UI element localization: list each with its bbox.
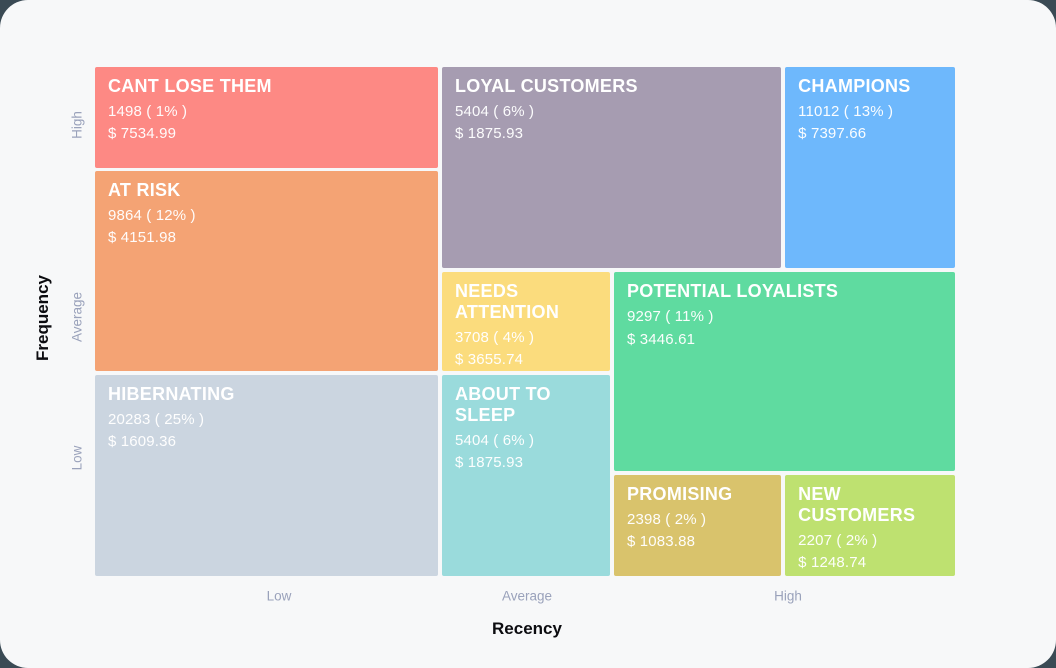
y-axis-title: Frequency [33, 275, 52, 361]
segment-title: CANT LOSE THEM [108, 76, 272, 96]
segment-new-customers[interactable]: NEW CUSTOMERS 2207 ( 2% ) $ 1248.74 [785, 474, 955, 576]
segment-monetary: $ 3655.74 [455, 351, 524, 369]
segment-cant-lose-them[interactable]: CANT LOSE THEM 1498 ( 1% ) $ 7534.99 [95, 67, 439, 169]
segment-needs-attention[interactable]: NEEDS ATTENTION 3708 ( 4% ) $ 3655.74 [442, 272, 611, 372]
segment-monetary: $ 1248.74 [798, 554, 867, 572]
segment-count: 11012 ( 13% ) [798, 102, 894, 120]
segment-monetary: $ 1609.36 [108, 433, 177, 451]
segment-monetary: $ 1083.88 [627, 533, 696, 551]
segment-count: 5404 ( 6% ) [455, 102, 535, 120]
segment-count: 9297 ( 11% ) [627, 308, 714, 325]
segment-title: NEW CUSTOMERS [798, 483, 916, 525]
segment-monetary: $ 4151.98 [108, 229, 177, 247]
segment-title: LOYAL CUSTOMERS [455, 76, 638, 96]
x-axis-title: Recency [492, 619, 562, 638]
segment-title: HIBERNATING [108, 383, 235, 404]
segment-promising[interactable]: PROMISING 2398 ( 2% ) $ 1083.88 [614, 474, 781, 576]
segment-at-risk[interactable]: AT RISK 9864 ( 12% ) $ 4151.98 [95, 171, 439, 372]
segment-title: CHAMPIONS [798, 76, 911, 96]
segment-about-to-sleep[interactable]: ABOUT TO SLEEP 5404 ( 6% ) $ 1875.93 [442, 374, 611, 576]
segment-hibernating[interactable]: HIBERNATING 20283 ( 25% ) $ 1609.36 [95, 374, 439, 576]
segment-title: PROMISING [627, 483, 733, 504]
segment-count: 2207 ( 2% ) [798, 531, 878, 549]
segment-monetary: $ 3446.61 [627, 330, 696, 348]
x-tick-high: High [774, 588, 802, 604]
segment-title: NEEDS ATTENTION [455, 281, 560, 322]
segment-count: 3708 ( 4% ) [455, 328, 535, 346]
x-tick-low: Low [266, 588, 292, 604]
segment-title: ABOUT TO SLEEP [455, 383, 551, 425]
y-tick-average: Average [69, 291, 85, 343]
segment-count: 20283 ( 25% ) [108, 410, 205, 428]
segment-count: 2398 ( 2% ) [627, 510, 707, 528]
segment-champions[interactable]: CHAMPIONS 11012 ( 13% ) $ 7397.66 [785, 67, 955, 269]
segment-title: POTENTIAL LOYALISTS [627, 281, 839, 302]
segment-loyal-customers[interactable]: LOYAL CUSTOMERS 5404 ( 6% ) $ 1875.93 [442, 67, 781, 269]
y-tick-high: High [69, 111, 85, 139]
segment-potential-loyalists[interactable]: POTENTIAL LOYALISTS 9297 ( 11% ) $ 3446.… [614, 272, 955, 472]
segment-monetary: $ 7397.66 [798, 125, 867, 143]
segment-count: 1498 ( 1% ) [108, 102, 188, 120]
segment-count: 9864 ( 12% ) [108, 206, 196, 224]
x-tick-average: Average [501, 588, 553, 604]
segment-monetary: $ 7534.99 [108, 125, 177, 143]
rfm-treemap: CANT LOSE THEM 1498 ( 1% ) $ 7534.99 LOY… [95, 67, 955, 576]
segment-title: AT RISK [108, 180, 181, 201]
segment-monetary: $ 1875.93 [455, 454, 524, 472]
segment-monetary: $ 1875.93 [455, 125, 524, 143]
segment-count: 5404 ( 6% ) [455, 431, 535, 449]
y-tick-low: Low [69, 445, 85, 471]
